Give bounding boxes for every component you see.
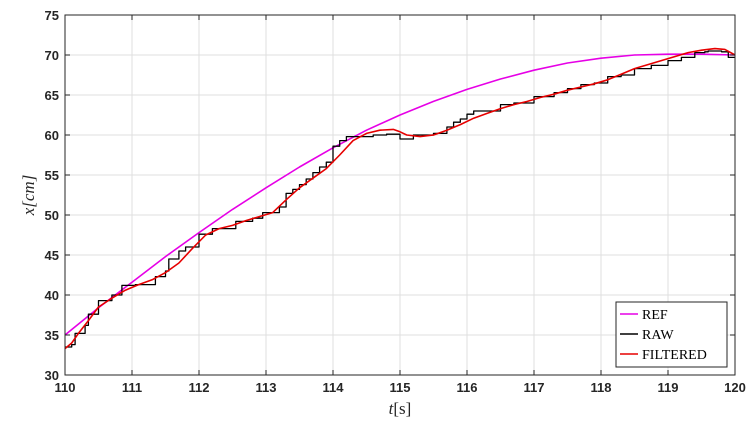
series-group: [64, 47, 736, 350]
x-tick-label: 116: [457, 380, 478, 395]
x-tick-label: 114: [323, 380, 345, 395]
y-tick-label: 45: [45, 248, 59, 263]
y-tick-label: 65: [45, 88, 59, 103]
x-tick-label: 110: [55, 380, 76, 395]
y-axis-label: x[cm]: [19, 175, 38, 217]
legend: REF RAW FILTERED: [615, 301, 728, 368]
x-tick-label: 115: [390, 380, 411, 395]
y-tick-label: 40: [45, 288, 59, 303]
legend-label-filtered: FILTERED: [642, 348, 707, 363]
y-tick-label: 30: [45, 368, 59, 383]
y-tick-label: 70: [45, 48, 59, 63]
x-axis-label: t[s]: [389, 399, 412, 418]
y-tick-label: 55: [45, 168, 59, 183]
x-tick-label: 113: [256, 380, 277, 395]
x-tick-label: 111: [122, 380, 142, 395]
y-tick-label: 35: [45, 328, 59, 343]
y-tick-label: 50: [45, 208, 59, 223]
legend-label-ref: REF: [642, 308, 668, 323]
series-line-filtered: [64, 47, 736, 350]
axis-ticks: 110 111 112 113 114 115 116 117 118 119 120 30 35 40 4…: [45, 8, 746, 395]
x-tick-label: 118: [591, 380, 612, 395]
x-tick-label: 112: [189, 380, 210, 395]
y-tick-label: 75: [45, 8, 59, 23]
legend-label-raw: RAW: [642, 328, 674, 343]
x-tick-label: 117: [524, 380, 545, 395]
x-tick-label: 120: [724, 380, 746, 395]
y-tick-label: 60: [45, 128, 59, 143]
x-tick-label: 119: [658, 380, 679, 395]
series-line-ref: [64, 53, 736, 336]
